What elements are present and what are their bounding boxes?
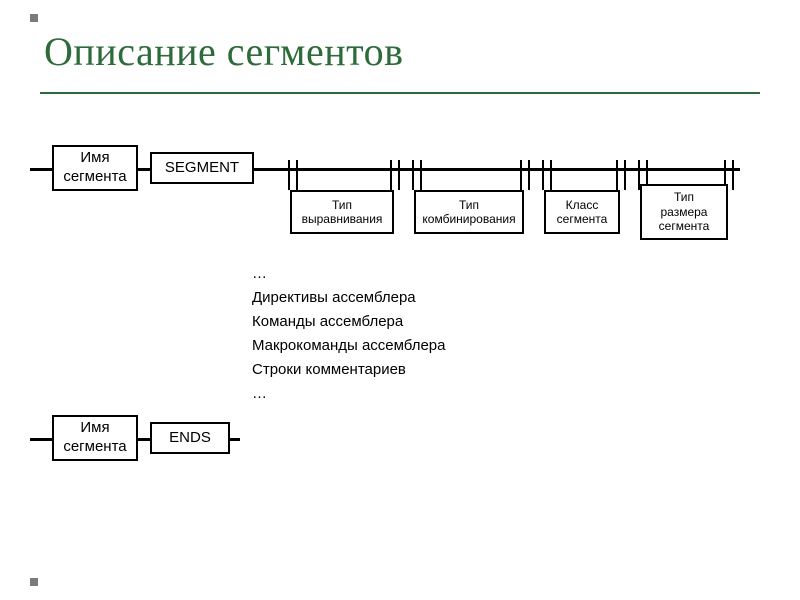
rail-tick (420, 160, 422, 190)
rail-tick (732, 160, 734, 190)
rail-tick (390, 160, 392, 190)
corner-marker (30, 14, 38, 22)
rail-tick (616, 160, 618, 190)
rail-tick (550, 160, 552, 190)
rail-tick (624, 160, 626, 190)
rail-tick (542, 160, 544, 190)
node-ends: ENDS (150, 422, 230, 454)
rail-tick (398, 160, 400, 190)
rail-tick (520, 160, 522, 190)
title-underline (40, 92, 760, 94)
corner-marker (30, 578, 38, 586)
node-segment: SEGMENT (150, 152, 254, 184)
rail-tick (288, 160, 290, 190)
node-combine: Типкомбинирования (414, 190, 524, 234)
rail-tick (296, 160, 298, 190)
segment-body-text: … Директивы ассемблера Команды ассемблер… (252, 262, 446, 406)
rail-tick (412, 160, 414, 190)
node-class: Класссегмента (544, 190, 620, 234)
node-name1: Имясегмента (52, 145, 138, 191)
slide-title: Описание сегментов (44, 28, 403, 75)
slide: Описание сегментов Имясегмента SEGMENT Тип… (0, 0, 800, 600)
node-name2: Имясегмента (52, 415, 138, 461)
rail-tick (528, 160, 530, 190)
node-memsize: Типразмерасегмента (640, 184, 728, 240)
node-align: Типвыравнивания (290, 190, 394, 234)
